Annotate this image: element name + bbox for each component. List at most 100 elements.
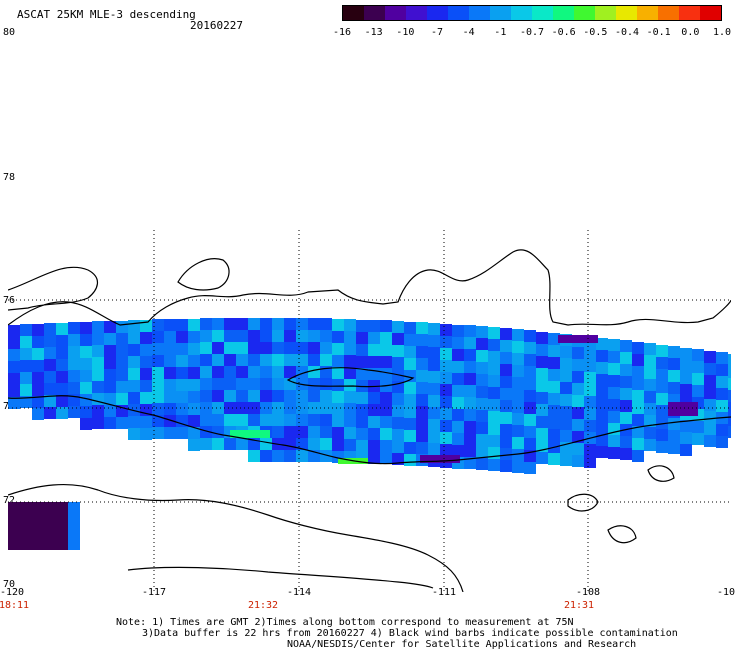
data-cell — [368, 404, 380, 416]
data-cell — [440, 420, 452, 432]
colorbar-swatch-5 — [448, 6, 469, 20]
data-cell — [176, 367, 188, 379]
data-cell — [248, 330, 260, 342]
colorbar-swatch-7 — [490, 6, 511, 20]
data-cell — [656, 381, 668, 393]
data-cell — [260, 450, 272, 462]
data-cell — [188, 331, 200, 343]
data-cell — [500, 352, 512, 364]
data-cell — [404, 334, 416, 346]
data-cell — [44, 514, 56, 526]
data-cell — [32, 348, 44, 360]
data-cell — [560, 382, 572, 394]
data-cell — [380, 344, 392, 356]
data-cell — [608, 351, 620, 363]
data-cell — [332, 439, 344, 451]
data-cell — [356, 440, 368, 452]
colorbar-label-7: -0.6 — [551, 27, 576, 38]
data-cell — [416, 358, 428, 370]
data-cell — [632, 390, 644, 402]
data-cell — [392, 333, 404, 345]
data-cell — [632, 438, 644, 450]
data-cell — [704, 363, 716, 375]
data-cell — [632, 402, 644, 414]
data-cell — [488, 423, 500, 435]
data-cell — [620, 400, 632, 412]
data-cell — [488, 375, 500, 387]
data-cell — [476, 434, 488, 446]
data-cell — [500, 340, 512, 352]
data-cell — [380, 416, 392, 428]
data-cell — [80, 322, 92, 334]
data-cell — [44, 359, 56, 371]
data-cell — [440, 444, 452, 456]
data-cell — [128, 404, 140, 416]
data-cell — [356, 356, 368, 368]
data-cell — [152, 391, 164, 403]
coastline-east-islands — [567, 465, 675, 544]
data-cell — [236, 318, 248, 330]
data-cell — [560, 394, 572, 406]
data-cell — [524, 402, 536, 414]
data-cell — [272, 414, 284, 426]
data-cell — [596, 362, 608, 374]
data-cell — [416, 346, 428, 358]
colorbar-swatch-4 — [427, 6, 448, 20]
data-cell — [512, 377, 524, 389]
data-cell — [308, 330, 320, 342]
data-cell — [8, 349, 20, 361]
data-cell — [428, 359, 440, 371]
data-cell — [320, 426, 332, 438]
data-cell — [44, 395, 56, 407]
data-cell — [420, 455, 460, 463]
data-cell — [104, 357, 116, 369]
data-cell — [68, 382, 80, 394]
data-cell — [572, 383, 584, 395]
data-cell — [152, 367, 164, 379]
data-cell — [656, 345, 668, 357]
data-cell — [488, 435, 500, 447]
data-cell — [68, 358, 80, 370]
data-cell — [8, 385, 20, 397]
data-cell — [380, 428, 392, 440]
data-cell — [728, 390, 731, 402]
data-cell — [584, 372, 596, 384]
data-cell — [212, 354, 224, 366]
data-cell — [704, 423, 716, 435]
colorbar — [342, 5, 722, 21]
data-cell — [32, 336, 44, 348]
data-cell — [380, 404, 392, 416]
data-cell — [572, 443, 584, 455]
lon-label-108: -108 — [575, 587, 601, 598]
data-cell — [656, 417, 668, 429]
data-cell — [152, 319, 164, 331]
data-cell — [644, 391, 656, 403]
data-cell — [512, 449, 524, 461]
data-cell — [644, 439, 656, 451]
data-cell — [452, 337, 464, 349]
data-cell — [332, 319, 344, 331]
data-cell — [32, 514, 44, 526]
data-cell — [548, 357, 560, 369]
data-cell — [32, 372, 44, 384]
data-cell — [692, 421, 704, 433]
data-cell — [272, 390, 284, 402]
data-cell — [608, 447, 620, 459]
data-cell — [656, 429, 668, 441]
data-cell — [224, 366, 236, 378]
data-cell — [104, 321, 116, 333]
data-cell — [224, 342, 236, 354]
data-cell — [332, 403, 344, 415]
data-cell — [500, 424, 512, 436]
data-cell — [32, 408, 44, 420]
data-cell — [212, 318, 224, 330]
data-cell — [356, 332, 368, 344]
data-cell — [404, 394, 416, 406]
data-cell — [104, 345, 116, 357]
data-cell — [44, 526, 56, 538]
data-cell — [188, 439, 200, 451]
data-cell — [248, 402, 260, 414]
data-cell — [320, 354, 332, 366]
lon-label-114: -114 — [286, 587, 312, 598]
data-cell — [188, 379, 200, 391]
